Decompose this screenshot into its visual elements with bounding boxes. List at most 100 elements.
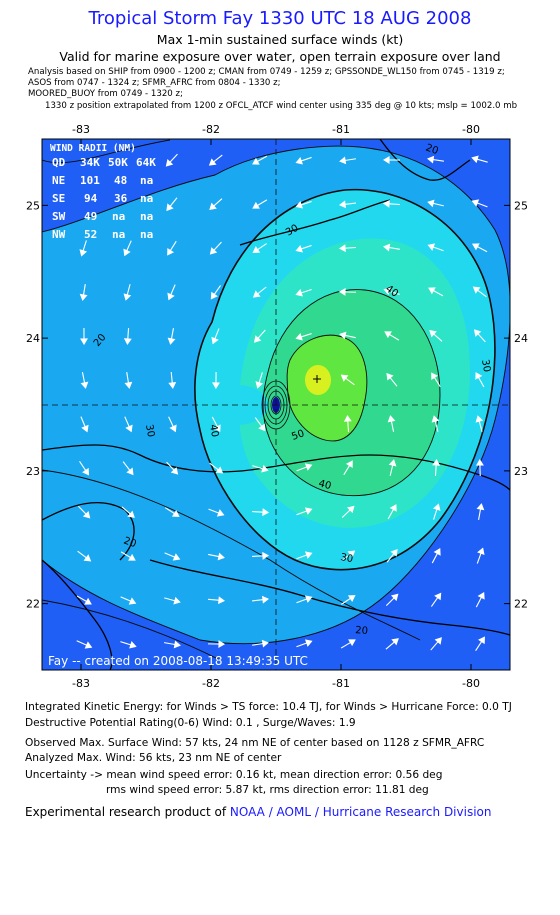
wind-vector-arrow [338, 244, 357, 253]
legend-col: 50K [108, 156, 128, 169]
wind-vector-arrow [79, 284, 88, 301]
legend-header: QD 34K 50K 64K [52, 156, 156, 169]
wind-vector-arrow [475, 372, 485, 388]
credit-line: Experimental research product of NOAA / … [25, 805, 491, 819]
observed-max-line: Observed Max. Surface Wind: 57 kts, 24 n… [25, 737, 485, 749]
wind-vector-arrow [252, 155, 268, 165]
wind-vector-arrow [296, 463, 313, 472]
wind-vector-arrow [167, 284, 176, 301]
wind-vector-arrow [472, 286, 487, 298]
wind-vector-arrow [430, 637, 442, 651]
wind-vector-arrow [79, 240, 88, 257]
wind-vector-arrow [341, 550, 356, 562]
contour-label: 20 [355, 625, 369, 637]
wind-vector-arrow [475, 636, 485, 651]
x-tick-label: -82 [202, 677, 220, 690]
credit-prefix: Experimental research product of [25, 805, 230, 819]
wind-vector-arrow [387, 504, 397, 520]
y-tick-label: 22 [26, 598, 40, 611]
x-tick-label: -81 [332, 677, 350, 690]
wind-vector-arrow [471, 155, 488, 164]
wind-vector-arrow [123, 240, 132, 257]
wind-vector-arrow [208, 508, 225, 517]
wind-vector-arrow [471, 199, 488, 208]
wind-vector-arrow [121, 506, 135, 518]
wind-vector-arrow [164, 596, 181, 605]
wind-vector-arrow [80, 372, 89, 389]
x-tick-label: -81 [332, 123, 350, 136]
analysis-sources-line: MOORED_BUOY from 0749 - 1320 z; [28, 89, 183, 99]
wind-vector-arrow [432, 458, 441, 477]
x-tick-label: -83 [72, 677, 90, 690]
wind-vector-arrow [472, 243, 488, 253]
wind-vector-arrow [212, 371, 220, 390]
wind-vector-arrow [387, 415, 396, 432]
wind-vector-arrow [385, 593, 399, 607]
wind-vector-arrow [428, 287, 444, 297]
wind-vector-arrow [122, 461, 134, 476]
chart-subtitle-exposure: Valid for marine exposure over water, op… [59, 49, 501, 64]
wind-vector-arrow [382, 199, 401, 208]
y-tick-label: 22 [514, 598, 528, 611]
wind-vector-arrow [208, 154, 223, 166]
credit-link[interactable]: NOAA / AOML / Hurricane Research Divisio… [229, 805, 492, 819]
wind-vector-arrow [120, 551, 136, 561]
wind-vector-arrow [427, 243, 444, 252]
tick-labels: -83 -83 -82 -82 -81 -81 -80 -80 25 25 24 24 23 23 22 22 [26, 123, 528, 690]
wind-vector-arrow [123, 327, 132, 346]
contour-label: 50 [290, 428, 306, 443]
wind-vector-arrow [210, 285, 222, 300]
wind-vector-arrow [476, 503, 485, 520]
wind-vector-arrow [429, 329, 443, 342]
wind-vector-arrow [209, 198, 223, 211]
legend-title: WIND RADII (NM) [50, 143, 136, 154]
axes [42, 139, 510, 670]
wind-vector-arrow [168, 416, 177, 433]
wind-vector-arrow [77, 550, 92, 562]
wind-vector-arrow [120, 596, 137, 605]
wind-vector-arrow [251, 551, 270, 560]
wind-vector-arrow [211, 416, 221, 433]
wind-vector-arrow [80, 416, 89, 433]
legend-col: 34K [80, 156, 100, 169]
x-tick-label: -80 [462, 123, 480, 136]
max-wind-marker [313, 375, 321, 383]
wind-vector-arrow [475, 458, 484, 477]
contour-label: 30 [339, 552, 353, 565]
dpr-line: Destructive Potential Rating(0-6) Wind: … [25, 717, 356, 729]
wind-vector-arrow [338, 287, 357, 296]
wind-radii-legend: WIND RADII (NM) QD 34K 50K 64K NE 101 48 na SE… [50, 143, 156, 241]
wind-vector-arrow [166, 461, 179, 475]
wind-vector-arrow [388, 459, 397, 476]
wind-vector-arrow [340, 595, 356, 605]
x-tick-label: -82 [202, 123, 220, 136]
ike-line: Integrated Kinetic Energy: for Winds > T… [25, 701, 512, 713]
wind-vector-arrow [255, 372, 264, 389]
legend-row-nw: NW 52 na na [52, 228, 153, 241]
wind-vector-arrow [76, 595, 92, 605]
wind-vector-arrow [164, 552, 181, 561]
wind-vector-arrow [383, 243, 400, 252]
wind-vector-arrow [253, 329, 266, 343]
contour-label: 20 [424, 142, 440, 157]
legend-row-sw: SW 49 na na [52, 210, 153, 223]
wind-vector-arrow [123, 284, 132, 301]
wind-vector-arrow [430, 592, 442, 607]
wind-vector-arrow [339, 331, 356, 340]
wind-vector-arrow [382, 156, 401, 164]
wind-vector-arrow [252, 286, 267, 298]
contour-label: 40 [207, 424, 220, 438]
y-tick-label: 25 [514, 199, 528, 212]
wind-vector-arrow [120, 640, 137, 649]
wind-vector-arrow [80, 327, 88, 346]
wind-vector-arrow [340, 639, 356, 649]
wind-vector-arrow [296, 595, 313, 604]
creation-stamp: Fay -- created on 2008-08-18 13:49:35 UT… [48, 654, 308, 668]
wind-vector-arrow [338, 200, 357, 209]
wind-vector-arrow [343, 460, 353, 476]
wind-vector-arrow [252, 243, 267, 254]
wind-vector-arrow [168, 371, 177, 390]
wind-vector-arrow [251, 595, 270, 604]
wind-vector-arrow [208, 552, 225, 561]
